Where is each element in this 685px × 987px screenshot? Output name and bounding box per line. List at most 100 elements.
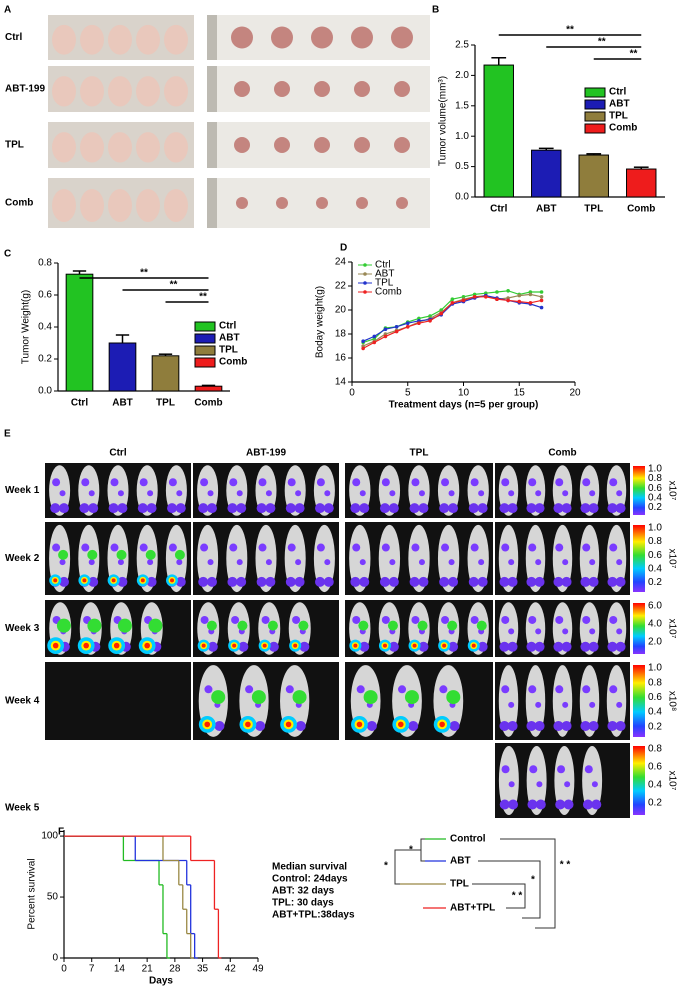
colorbar-unit: x10⁸ [666, 691, 677, 711]
signal [508, 781, 515, 788]
mouse [226, 465, 248, 516]
tumor [316, 197, 328, 209]
x-tick-label: TPL [156, 398, 175, 409]
signal [580, 641, 591, 652]
signal [363, 690, 378, 705]
signal [245, 721, 251, 728]
signal [88, 490, 95, 497]
mouse [526, 746, 547, 815]
signal [117, 576, 128, 587]
mouse [164, 24, 188, 55]
signal [258, 543, 267, 552]
signal [589, 628, 596, 635]
legend-label: Ctrl [375, 260, 391, 271]
signal [442, 643, 447, 648]
point [383, 334, 388, 339]
signal [58, 503, 69, 514]
point [394, 325, 399, 329]
signal [418, 559, 425, 566]
x-tick-label: Comb [627, 204, 655, 215]
signal [170, 578, 175, 583]
legend-label: TPL [375, 278, 394, 289]
colorbar-label: 2.0 [648, 637, 662, 648]
mouse [284, 465, 306, 516]
signal [528, 478, 537, 487]
legend-marker [363, 263, 367, 267]
signal [418, 576, 429, 587]
signal [388, 576, 399, 587]
mouse [197, 465, 219, 516]
bar [531, 149, 562, 198]
signal [140, 578, 145, 583]
signal [535, 559, 542, 566]
signal [470, 615, 479, 624]
signal [477, 641, 488, 652]
signal [471, 643, 476, 648]
signal [588, 503, 599, 514]
x-tick-label: 0 [61, 964, 67, 975]
point [450, 301, 455, 305]
signal [88, 559, 95, 566]
mouse [579, 665, 600, 737]
x-tick-label: 14 [114, 964, 126, 975]
legend-label: Ctrl [219, 321, 236, 332]
signal [448, 641, 459, 652]
signal [265, 490, 272, 497]
signal [582, 543, 591, 552]
mouse [136, 76, 160, 107]
colorbar-unit: x10⁷ [666, 771, 677, 791]
signal [615, 720, 626, 731]
signal [535, 490, 542, 497]
x-tick-label: 5 [405, 388, 411, 399]
row-label: TPL [5, 140, 24, 151]
signal [324, 490, 331, 497]
signal [501, 615, 510, 624]
y-tick-label: 1.5 [455, 100, 469, 111]
colorbar-label: 0.4 [648, 492, 662, 503]
signal [557, 765, 566, 774]
signal [411, 543, 420, 552]
tumor [311, 26, 333, 49]
mouse [467, 465, 489, 516]
signal [359, 641, 370, 652]
signal [448, 490, 455, 497]
colorbar [633, 746, 645, 815]
signal [534, 576, 545, 587]
signal [236, 503, 247, 514]
colorbar-label: 1.0 [648, 523, 662, 534]
mouse [467, 524, 489, 593]
group-label: Comb [548, 448, 576, 459]
ruler [207, 15, 217, 60]
signal [528, 543, 537, 552]
point [506, 298, 510, 303]
panel-label: D [340, 243, 347, 254]
signal [507, 641, 518, 652]
tumor [271, 26, 293, 49]
signal [446, 690, 461, 705]
signal [409, 576, 420, 587]
legend-label: TPL [609, 111, 628, 122]
y-tick-label: 14 [335, 377, 347, 388]
signal [528, 685, 537, 694]
tumor [394, 81, 410, 97]
y-tick-label: 100 [41, 831, 58, 842]
signal [87, 618, 102, 633]
x-tick-label: 0 [349, 388, 355, 399]
signal [352, 615, 361, 624]
legend-swatch [584, 87, 606, 98]
tree-bracket [472, 883, 526, 909]
signal [292, 615, 301, 624]
signal [298, 620, 309, 631]
signal [366, 720, 377, 731]
mouse [525, 465, 546, 516]
y-tick-label: 22 [335, 281, 347, 292]
group-label: TPL [410, 448, 429, 459]
mouse [606, 465, 627, 516]
mouse [579, 465, 600, 516]
signal [398, 685, 407, 694]
x-axis-label: Days [149, 976, 173, 987]
tumor [394, 137, 410, 153]
signal [477, 503, 488, 514]
signal [607, 576, 618, 587]
mouse [164, 132, 188, 163]
